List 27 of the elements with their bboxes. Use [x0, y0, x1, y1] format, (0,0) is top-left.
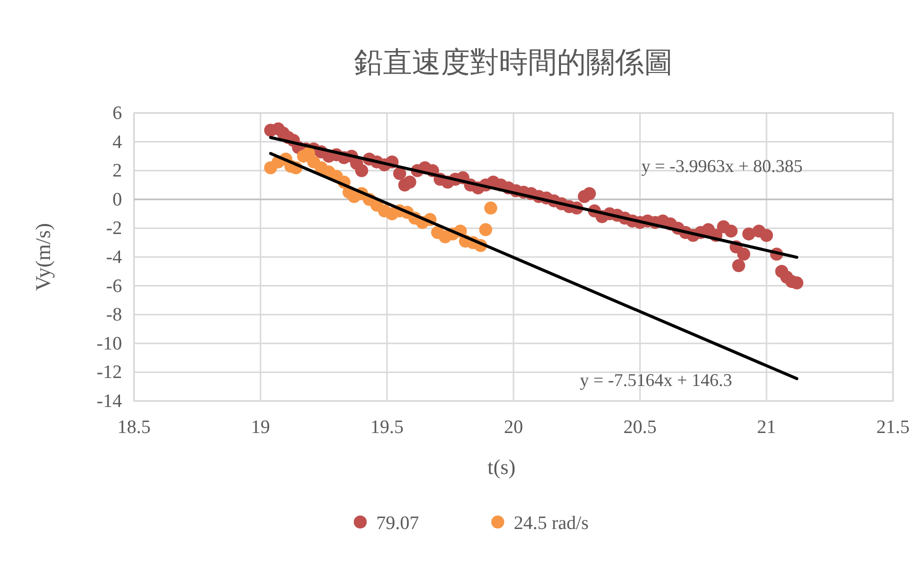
y-tick-label: -2: [106, 218, 122, 240]
y-tick-label: 6: [112, 103, 122, 124]
x-tick-label: 21.5: [876, 417, 910, 438]
y-axis-title: Vy(m/s): [31, 223, 55, 291]
y-tick-label: -12: [96, 362, 122, 384]
legend-label: 24.5 rad/s: [514, 513, 589, 534]
y-tick-label: 4: [112, 132, 122, 153]
annotation: y = -7.5164x + 146.3: [580, 370, 732, 390]
x-tick-label: 20: [504, 417, 523, 438]
y-tick-label: -4: [106, 247, 122, 268]
chart-title: 鉛直速度對時間的關係圖: [354, 47, 673, 79]
point: [479, 223, 492, 236]
annotation: y = -3.9963x + 80.385: [641, 156, 803, 176]
y-tick-label: -6: [106, 276, 122, 297]
x-axis-title: t(s): [488, 455, 516, 479]
x-tick-label: 20.5: [623, 417, 657, 438]
y-tick-label: -10: [96, 333, 122, 354]
x-tick-label: 21: [757, 417, 776, 438]
y-tick-label: 0: [112, 189, 122, 210]
point: [484, 202, 498, 215]
y-tick-label: 2: [112, 160, 122, 182]
x-tick-label: 19: [251, 417, 270, 438]
y-tick-label: -8: [106, 304, 122, 326]
x-tick-label: 19.5: [370, 417, 404, 438]
y-tick-label: -14: [96, 391, 122, 412]
legend-label: 79.07: [376, 513, 419, 534]
x-tick-label: 18.5: [117, 417, 151, 438]
